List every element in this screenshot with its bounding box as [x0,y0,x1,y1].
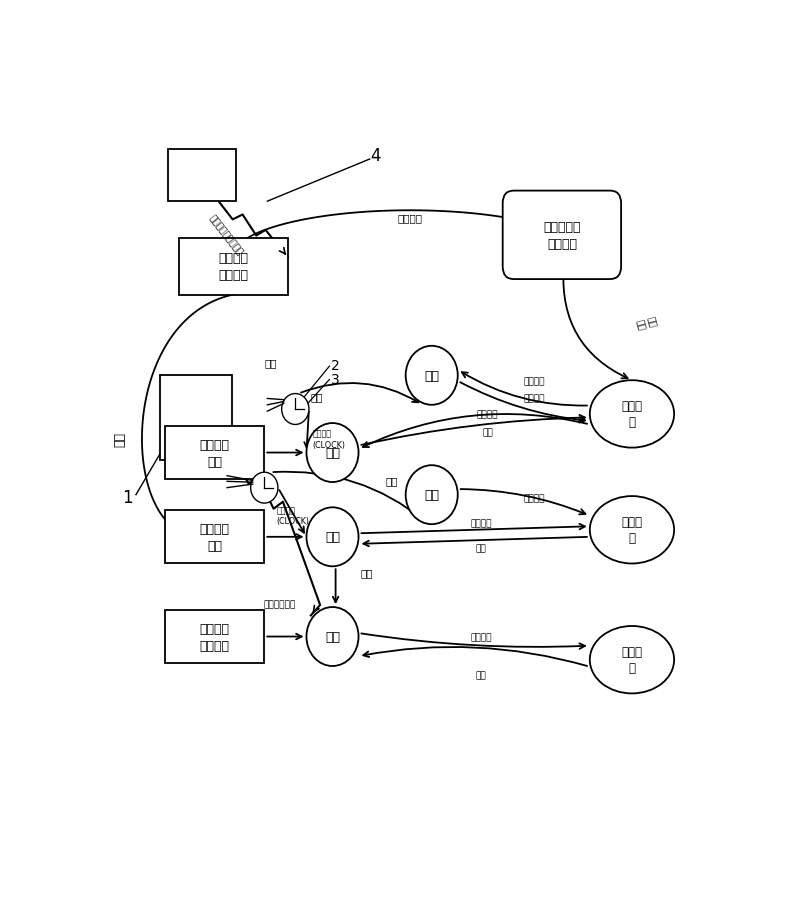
Circle shape [406,466,458,525]
Text: 服务器帧
解析任务: 服务器帧 解析任务 [200,622,230,651]
Text: 导致: 导致 [264,358,277,368]
Circle shape [306,507,358,567]
Text: 导致: 导致 [310,392,323,402]
FancyBboxPatch shape [168,149,237,202]
Text: 空闲任务
钩子函数: 空闲任务 钩子函数 [218,252,248,282]
Text: 执行结
束: 执行结 束 [622,400,642,429]
Text: 周期抄表
任务: 周期抄表 任务 [200,522,230,552]
FancyBboxPatch shape [165,426,264,479]
Text: 任务执行: 任务执行 [477,410,498,419]
Text: 3: 3 [331,373,340,386]
Text: 阻塞: 阻塞 [325,531,340,544]
Text: 2: 2 [331,358,340,373]
Text: 阻塞: 阻塞 [424,488,439,502]
Text: 阻塞: 阻塞 [424,369,439,383]
Circle shape [306,608,358,666]
Text: 命令数据到达: 命令数据到达 [264,599,296,609]
Circle shape [282,394,309,425]
FancyBboxPatch shape [502,191,621,280]
Circle shape [406,346,458,405]
Text: 任务执行: 任务执行 [470,518,492,527]
Ellipse shape [590,381,674,448]
Text: 创建集中器
配置任务: 创建集中器 配置任务 [543,220,581,251]
Text: 执行结
束: 执行结 束 [622,516,642,545]
Text: 1: 1 [122,488,134,507]
Text: 时间信号
(CLOCK): 时间信号 (CLOCK) [277,506,310,526]
FancyBboxPatch shape [179,239,287,295]
Ellipse shape [590,626,674,693]
FancyBboxPatch shape [165,610,264,663]
Text: 任务执行: 任务执行 [523,494,545,503]
Circle shape [250,473,278,504]
Text: 导致: 导致 [385,476,398,486]
FancyBboxPatch shape [165,511,264,564]
Text: 导致: 导致 [114,432,126,446]
Text: 任务
执行: 任务 执行 [634,315,657,331]
Text: 返回: 返回 [476,670,486,680]
Text: 阻塞: 阻塞 [325,446,340,459]
Text: 导致: 导致 [360,568,373,578]
Circle shape [306,424,358,483]
Text: 阻塞: 阻塞 [325,630,340,643]
Text: 4: 4 [370,148,381,165]
Text: 任务执行: 任务执行 [398,213,422,223]
Text: 任务执行: 任务执行 [523,377,545,386]
Text: 执行结
束: 执行结 束 [622,646,642,674]
Text: 任务执行: 任务执行 [470,632,492,641]
FancyBboxPatch shape [161,376,232,460]
Text: 任务执行: 任务执行 [523,394,545,403]
Text: 周期抄表
任务: 周期抄表 任务 [200,438,230,468]
Text: 返回: 返回 [476,543,486,552]
Text: 返回: 返回 [482,427,493,436]
Text: 集中器配置设备接入: 集中器配置设备接入 [207,214,244,258]
Ellipse shape [590,496,674,564]
Text: 时间信号
(CLOCK): 时间信号 (CLOCK) [313,429,346,449]
